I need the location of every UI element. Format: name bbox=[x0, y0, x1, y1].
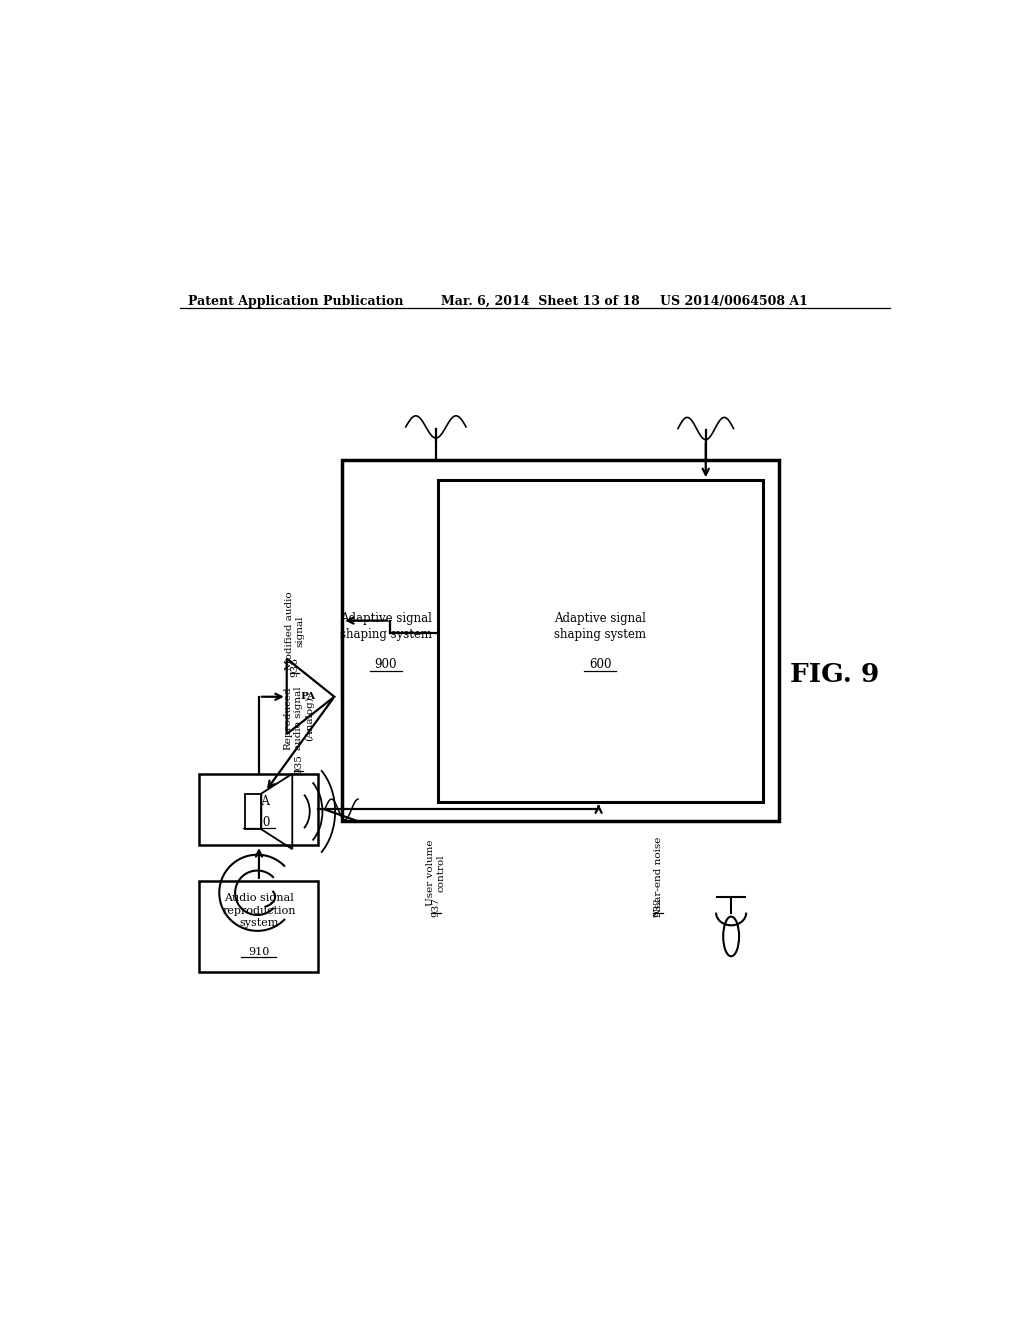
Bar bbox=[200, 774, 318, 845]
Text: FIG. 9: FIG. 9 bbox=[790, 663, 879, 686]
Text: Patent Application Publication: Patent Application Publication bbox=[187, 296, 403, 308]
Bar bbox=[342, 461, 778, 821]
Bar bbox=[246, 793, 261, 829]
Text: 932: 932 bbox=[653, 898, 663, 917]
Text: 935: 935 bbox=[294, 754, 303, 774]
Text: Reproduced
audio signal
(Analog): Reproduced audio signal (Analog) bbox=[284, 686, 314, 750]
Text: Adaptive signal
shaping system: Adaptive signal shaping system bbox=[554, 611, 646, 642]
Text: Mar. 6, 2014  Sheet 13 of 18: Mar. 6, 2014 Sheet 13 of 18 bbox=[441, 296, 640, 308]
Bar bbox=[200, 880, 318, 972]
Text: PA: PA bbox=[301, 692, 315, 701]
Text: 937: 937 bbox=[431, 898, 440, 917]
Text: Near-end noise: Near-end noise bbox=[653, 837, 663, 917]
Text: Audio signal
reproduction
system: Audio signal reproduction system bbox=[222, 892, 296, 928]
Text: User volume
control: User volume control bbox=[426, 840, 445, 907]
Text: 936: 936 bbox=[290, 656, 299, 677]
Text: Modified audio
signal: Modified audio signal bbox=[285, 591, 304, 671]
Text: 600: 600 bbox=[589, 659, 611, 671]
Text: 920: 920 bbox=[248, 817, 270, 829]
Text: US 2014/0064508 A1: US 2014/0064508 A1 bbox=[659, 296, 808, 308]
Text: 910: 910 bbox=[248, 946, 269, 957]
Text: D/A: D/A bbox=[248, 795, 270, 808]
Text: 900: 900 bbox=[375, 659, 397, 671]
Text: Adaptive signal
shaping system: Adaptive signal shaping system bbox=[340, 611, 432, 642]
Bar bbox=[437, 480, 763, 801]
